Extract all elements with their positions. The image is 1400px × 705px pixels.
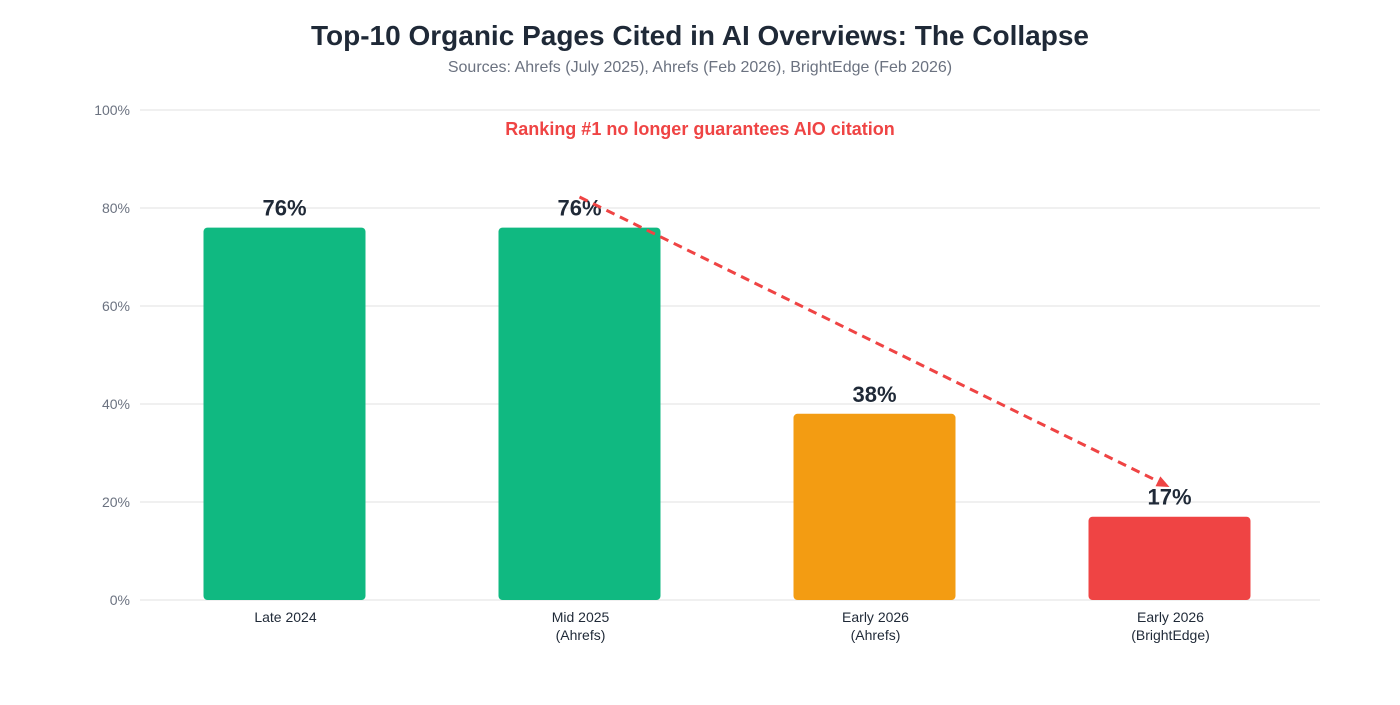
y-tick-label: 100% [94,102,130,118]
x-tick-label: (Ahrefs) [556,627,606,643]
trend-arrow-line [578,195,1165,486]
x-tick-label: (Ahrefs) [851,627,901,643]
arrowhead-icon [1155,476,1170,487]
data-label: 17% [1147,485,1191,510]
y-tick-label: 60% [102,298,130,314]
data-label: 76% [262,196,306,221]
chart-subtitle: Sources: Ahrefs (July 2025), Ahrefs (Feb… [448,59,952,76]
y-tick-label: 0% [110,592,130,608]
bar [1088,516,1251,600]
data-label: 38% [852,382,896,407]
x-tick-label: Early 2026 [842,609,909,625]
annotation-text: Ranking #1 no longer guarantees AIO cita… [505,119,894,139]
bar [498,227,661,600]
x-tick-label: Early 2026 [1137,609,1204,625]
bar [203,227,366,600]
x-tick-label: (BrightEdge) [1131,627,1210,643]
bar [793,413,956,600]
y-tick-label: 80% [102,200,130,216]
x-tick-label: Late 2024 [254,609,316,625]
x-tick-label: Mid 2025 [552,609,610,625]
y-tick-label: 20% [102,494,130,510]
chart-title: Top-10 Organic Pages Cited in AI Overvie… [311,20,1089,51]
y-tick-label: 40% [102,396,130,412]
data-label: 76% [557,196,601,221]
